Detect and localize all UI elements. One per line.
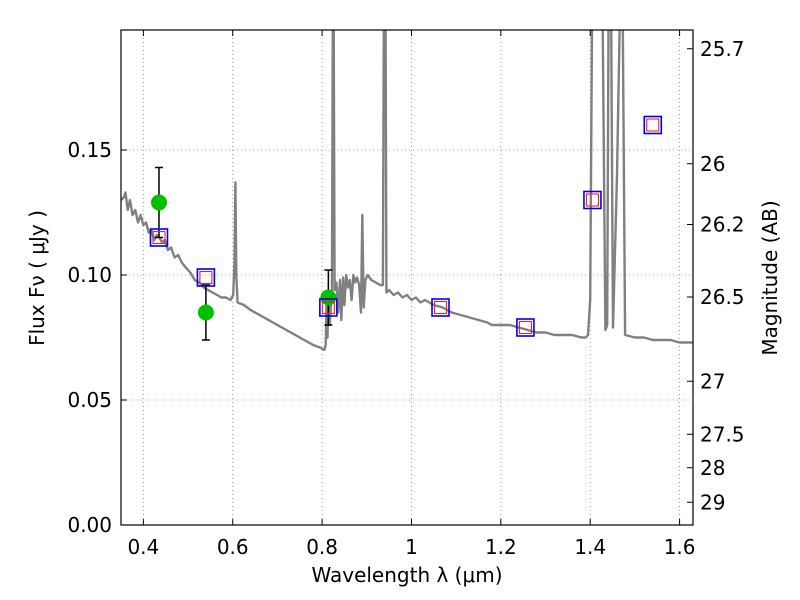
y-tick-label: 0.05 bbox=[67, 388, 112, 412]
y-tick-label: 0.10 bbox=[67, 263, 112, 287]
y2-tick-label: 28 bbox=[700, 456, 725, 480]
y-tick-label: 0.15 bbox=[67, 138, 112, 162]
y2-tick-label: 26 bbox=[700, 152, 725, 176]
x-axis-label: Wavelength λ (μm) bbox=[311, 563, 502, 587]
model-points bbox=[149, 115, 663, 337]
observed-point bbox=[197, 304, 214, 321]
x-tick-label: 1.4 bbox=[574, 535, 606, 559]
grid-lines bbox=[121, 30, 693, 525]
model-point bbox=[149, 228, 169, 247]
y-tick-label: 0.00 bbox=[67, 513, 112, 537]
plot-frame bbox=[120, 29, 694, 526]
y-axis-label: Flux Fν ( μJy ) bbox=[25, 210, 49, 346]
y2-tick-label: 27 bbox=[700, 369, 725, 393]
y2-tick-label: 26.2 bbox=[700, 213, 745, 237]
x-tick-label: 0.4 bbox=[127, 535, 159, 559]
model-point bbox=[431, 298, 450, 317]
model-point-inner bbox=[518, 320, 532, 335]
y2-tick-label: 25.7 bbox=[700, 37, 745, 61]
y2-tick-label: 27.5 bbox=[700, 422, 745, 446]
model-point bbox=[583, 190, 602, 210]
x-tick-label: 0.8 bbox=[306, 535, 338, 559]
x-axis-ticks: 0.4 0.6 0.8 1 1.2 1.4 1.6 bbox=[127, 30, 696, 559]
sed-line bbox=[121, 30, 693, 352]
model-point bbox=[319, 298, 338, 317]
x-tick-label: 0.6 bbox=[217, 535, 249, 559]
model-point-inner bbox=[585, 193, 600, 207]
model-point-inner bbox=[199, 270, 213, 285]
x-tick-label: 1.6 bbox=[664, 535, 696, 559]
model-point-inner bbox=[646, 118, 660, 132]
model-point-inner bbox=[433, 300, 448, 315]
y2-tick-label: 29 bbox=[700, 490, 725, 514]
model-point bbox=[516, 318, 535, 337]
y2-tick-label: 26.5 bbox=[700, 285, 745, 309]
model-point bbox=[196, 268, 216, 287]
y2-axis-ticks: 25.7 26 26.2 26.5 27 27.5 28 29 bbox=[687, 37, 745, 514]
model-point-inner bbox=[152, 230, 166, 245]
observed-point bbox=[150, 194, 167, 211]
y-axis-ticks: 0.00 0.05 0.10 0.15 bbox=[67, 138, 127, 537]
observed-points bbox=[150, 166, 337, 341]
x-tick-label: 1.2 bbox=[485, 535, 517, 559]
model-point-inner bbox=[321, 300, 335, 315]
model-point bbox=[643, 115, 663, 135]
x-tick-label: 1 bbox=[405, 535, 418, 559]
y2-axis-label: Magnitude (AB) bbox=[758, 200, 782, 355]
